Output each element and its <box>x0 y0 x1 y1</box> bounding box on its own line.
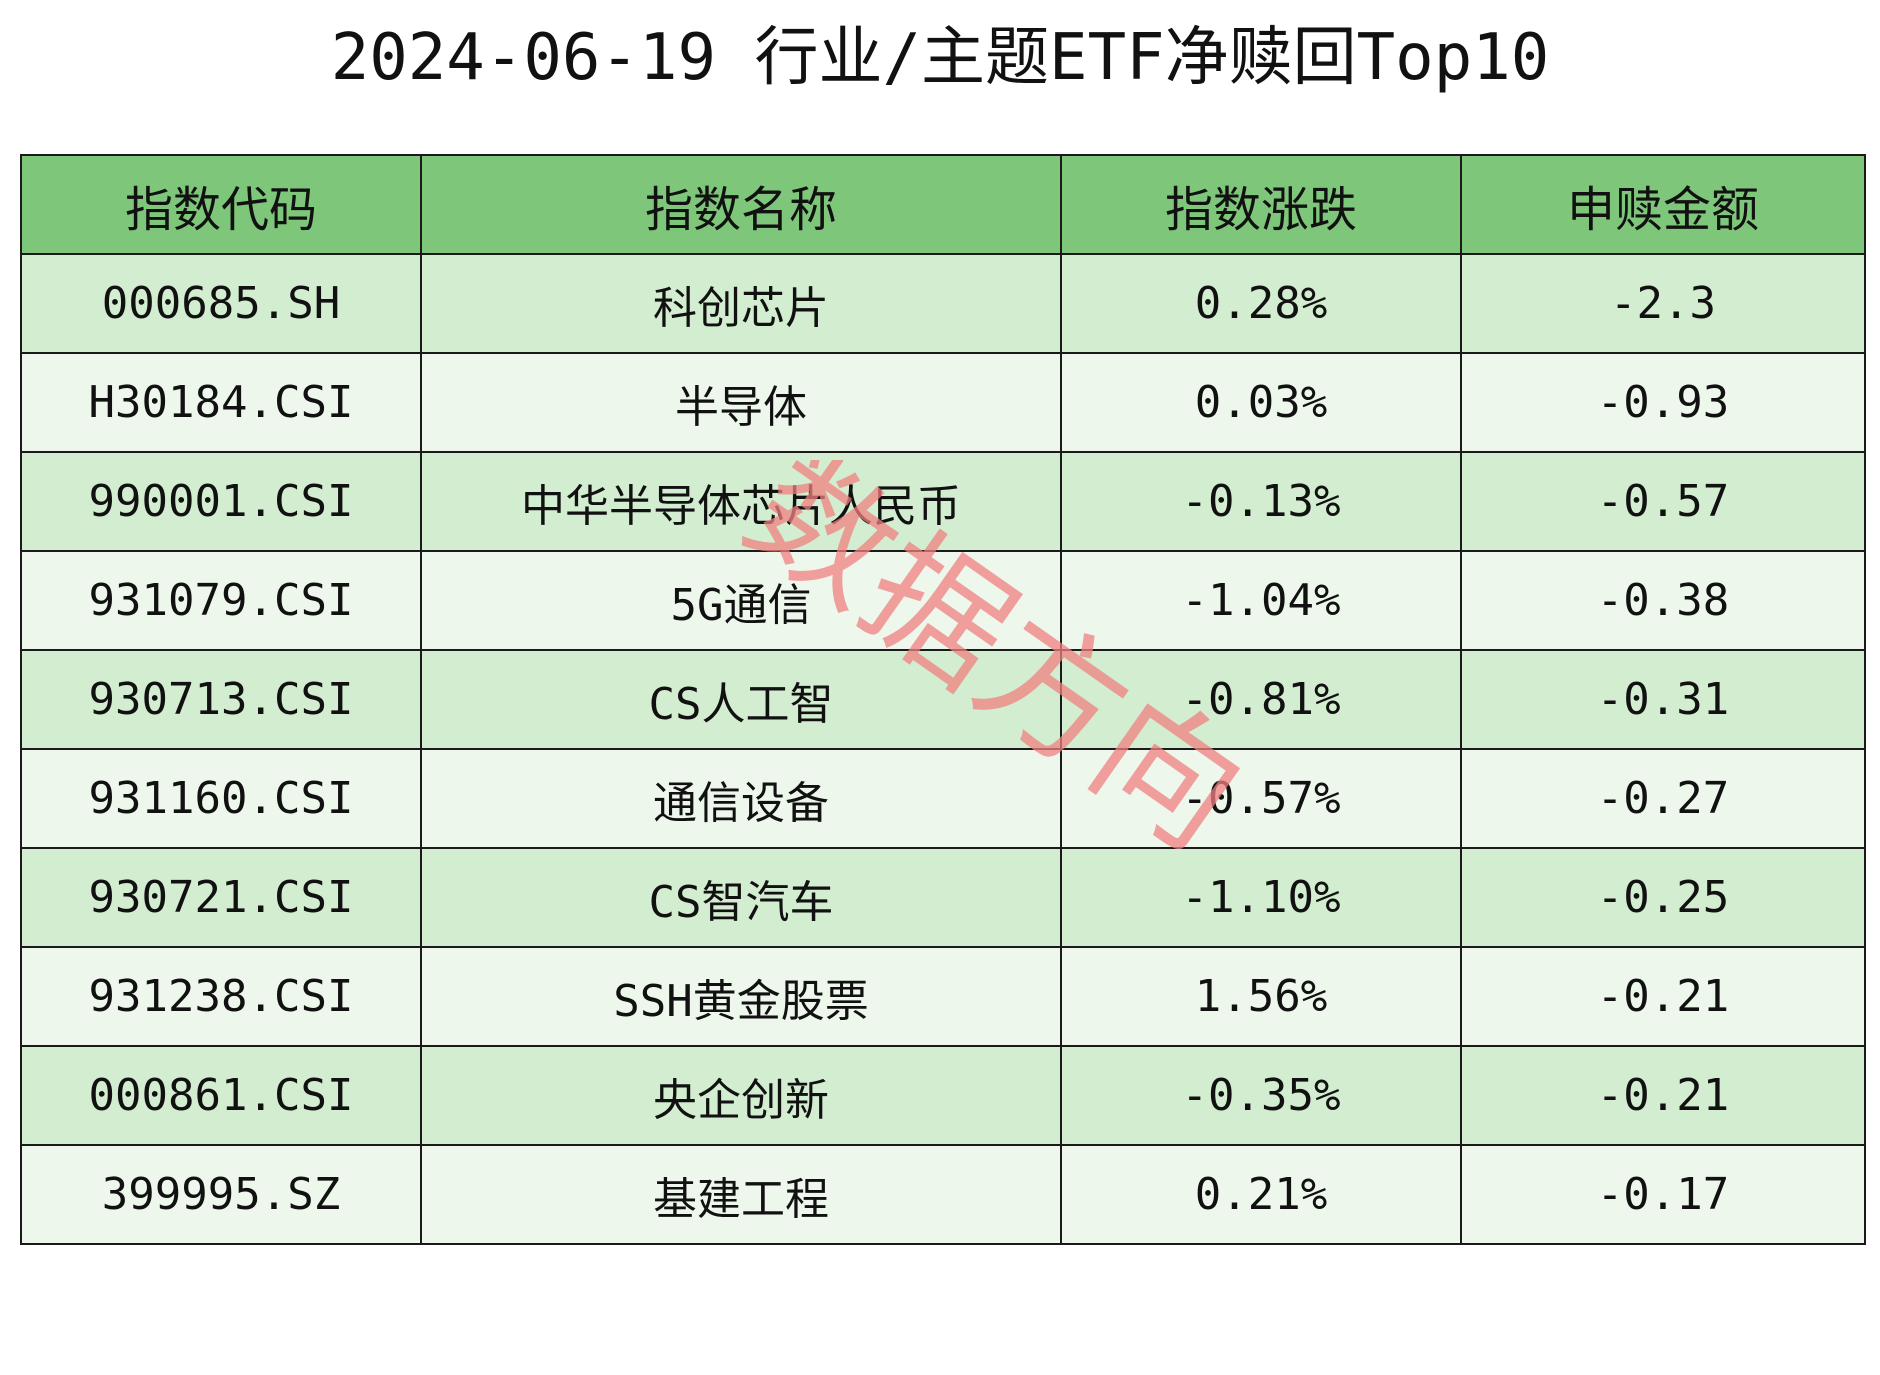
cell-index-code: 931160.CSI <box>20 748 422 849</box>
cell-index-change: 1.56% <box>1060 946 1462 1047</box>
cell-redemption-amount: -0.93 <box>1460 352 1866 453</box>
etf-redemption-table: 指数代码 指数名称 指数涨跌 申赎金额 000685.SH 科创芯片 0.28%… <box>20 154 1866 1245</box>
cell-index-change: 0.03% <box>1060 352 1462 453</box>
cell-index-change: -1.04% <box>1060 550 1462 651</box>
cell-redemption-amount: -0.27 <box>1460 748 1866 849</box>
cell-index-change: -0.57% <box>1060 748 1462 849</box>
table-row: 399995.SZ 基建工程 0.21% -0.17 <box>20 1144 1866 1245</box>
cell-index-code: 000861.CSI <box>20 1045 422 1146</box>
cell-index-name: 基建工程 <box>420 1144 1062 1245</box>
cell-index-change: 0.28% <box>1060 253 1462 354</box>
table-row: 990001.CSI 中华半导体芯片人民币 -0.13% -0.57 <box>20 451 1866 552</box>
column-header-redemption-amount: 申赎金额 <box>1460 154 1866 255</box>
cell-redemption-amount: -0.17 <box>1460 1144 1866 1245</box>
cell-index-code: 990001.CSI <box>20 451 422 552</box>
cell-index-code: 931079.CSI <box>20 550 422 651</box>
column-header-index-code: 指数代码 <box>20 154 422 255</box>
table-row: H30184.CSI 半导体 0.03% -0.93 <box>20 352 1866 453</box>
cell-index-name: SSH黄金股票 <box>420 946 1062 1047</box>
cell-index-code: 399995.SZ <box>20 1144 422 1245</box>
cell-index-change: -1.10% <box>1060 847 1462 948</box>
cell-index-change: -0.35% <box>1060 1045 1462 1146</box>
cell-index-name: 央企创新 <box>420 1045 1062 1146</box>
cell-redemption-amount: -0.31 <box>1460 649 1866 750</box>
header-row: 指数代码 指数名称 指数涨跌 申赎金额 <box>20 154 1866 255</box>
cell-index-code: 930713.CSI <box>20 649 422 750</box>
cell-index-name: CS智汽车 <box>420 847 1062 948</box>
cell-index-code: H30184.CSI <box>20 352 422 453</box>
cell-redemption-amount: -0.21 <box>1460 946 1866 1047</box>
table-row: 000685.SH 科创芯片 0.28% -2.3 <box>20 253 1866 354</box>
cell-index-name: CS人工智 <box>420 649 1062 750</box>
table-row: 931238.CSI SSH黄金股票 1.56% -0.21 <box>20 946 1866 1047</box>
cell-redemption-amount: -0.57 <box>1460 451 1866 552</box>
table-row: 930713.CSI CS人工智 -0.81% -0.31 <box>20 649 1866 750</box>
cell-index-code: 930721.CSI <box>20 847 422 948</box>
cell-index-code: 931238.CSI <box>20 946 422 1047</box>
table-row: 930721.CSI CS智汽车 -1.10% -0.25 <box>20 847 1866 948</box>
cell-index-name: 科创芯片 <box>420 253 1062 354</box>
cell-index-change: -0.81% <box>1060 649 1462 750</box>
cell-redemption-amount: -0.38 <box>1460 550 1866 651</box>
cell-index-name: 5G通信 <box>420 550 1062 651</box>
cell-index-change: -0.13% <box>1060 451 1462 552</box>
cell-index-name: 通信设备 <box>420 748 1062 849</box>
cell-index-change: 0.21% <box>1060 1144 1462 1245</box>
column-header-index-change: 指数涨跌 <box>1060 154 1462 255</box>
cell-index-name: 半导体 <box>420 352 1062 453</box>
column-header-index-name: 指数名称 <box>420 154 1062 255</box>
table-row: 931160.CSI 通信设备 -0.57% -0.27 <box>20 748 1866 849</box>
table-row: 000861.CSI 央企创新 -0.35% -0.21 <box>20 1045 1866 1146</box>
cell-index-name: 中华半导体芯片人民币 <box>420 451 1062 552</box>
cell-redemption-amount: -0.21 <box>1460 1045 1866 1146</box>
cell-index-code: 000685.SH <box>20 253 422 354</box>
table-title: 2024-06-19 行业/主题ETF净赎回Top10 <box>330 21 1550 95</box>
cell-redemption-amount: -2.3 <box>1460 253 1866 354</box>
table-row: 931079.CSI 5G通信 -1.04% -0.38 <box>20 550 1866 651</box>
cell-redemption-amount: -0.25 <box>1460 847 1866 948</box>
